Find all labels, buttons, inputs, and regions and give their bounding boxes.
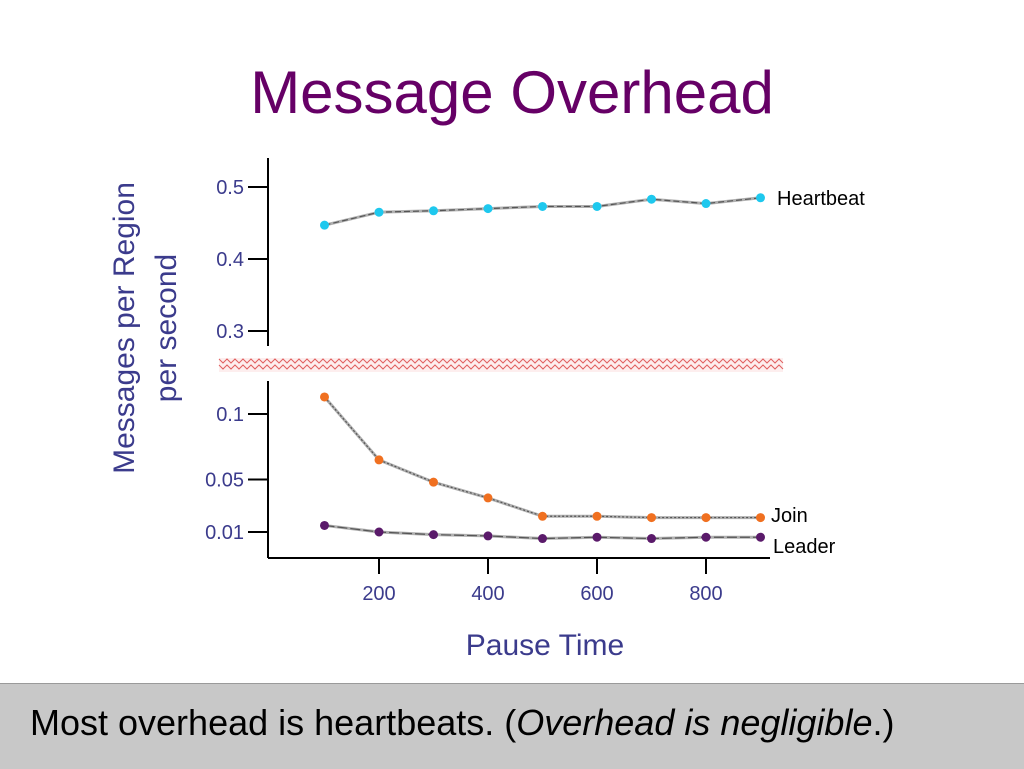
series-line-leader xyxy=(324,524,761,540)
chart-svg: Messages per Region per second 0.3 0.4 0.5 0.… xyxy=(108,158,865,662)
x-axis-label: Pause Time xyxy=(466,629,624,662)
series-line-join xyxy=(324,396,761,519)
data-point-heartbeat xyxy=(756,193,765,203)
data-point-leader xyxy=(538,534,547,544)
data-point-leader xyxy=(374,527,384,537)
caption-text-after: .) xyxy=(872,702,895,743)
data-point-leader xyxy=(647,534,656,544)
caption-text-before: Most overhead is heartbeats. ( xyxy=(30,702,517,743)
data-point-join xyxy=(592,511,602,521)
data-point-leader xyxy=(320,520,329,530)
x-tick-label: 200 xyxy=(362,583,395,605)
series-label-leader: Leader xyxy=(773,536,836,558)
y-tick-label-lower: 0.05 xyxy=(205,470,244,492)
data-point-heartbeat xyxy=(374,207,384,217)
series-label-join: Join xyxy=(771,505,808,527)
caption-text: Most overhead is heartbeats. (Overhead i… xyxy=(30,702,894,744)
data-point-heartbeat xyxy=(483,204,493,214)
data-point-heartbeat xyxy=(701,199,711,209)
y-tick-label-upper: 0.4 xyxy=(216,249,244,271)
data-point-join xyxy=(483,493,493,503)
data-point-join xyxy=(756,513,765,523)
data-point-join xyxy=(538,511,547,521)
data-point-leader xyxy=(429,530,438,540)
data-point-join xyxy=(374,455,384,465)
y-axis-label-line-2: per second xyxy=(150,254,183,402)
line-chart: Messages per Region per second 0.3 0.4 0.5 0.… xyxy=(108,158,865,662)
x-tick-label: 400 xyxy=(471,583,504,605)
y-tick-label-upper: 0.5 xyxy=(216,177,244,199)
y-tick-label-lower: 0.1 xyxy=(216,404,244,426)
data-point-join xyxy=(701,513,711,523)
data-point-join xyxy=(647,513,656,523)
caption-bar: Most overhead is heartbeats. (Overhead i… xyxy=(0,683,1024,769)
data-point-leader xyxy=(701,532,711,542)
series-label-heartbeat: Heartbeat xyxy=(777,188,865,210)
x-tick-label: 800 xyxy=(689,583,722,605)
data-point-join xyxy=(320,392,329,402)
series-line-shadow-join xyxy=(323,395,761,520)
data-point-heartbeat xyxy=(592,201,602,211)
data-point-heartbeat xyxy=(538,201,547,211)
x-tick-label: 600 xyxy=(580,583,613,605)
data-point-heartbeat xyxy=(429,206,438,216)
axis-break-zigzag-top xyxy=(218,358,784,364)
data-point-leader xyxy=(483,531,493,541)
y-axis-label-line-1: Messages per Region xyxy=(108,182,141,474)
axis-break-zigzag-bottom xyxy=(218,364,784,370)
y-tick-label-lower: 0.01 xyxy=(205,522,244,544)
y-tick-label-upper: 0.3 xyxy=(216,321,244,343)
data-point-join xyxy=(429,477,438,487)
caption-text-italic: Overhead is negligible xyxy=(516,702,873,743)
data-point-leader xyxy=(592,532,602,542)
page-title: Message Overhead xyxy=(250,59,774,126)
data-point-heartbeat xyxy=(647,194,656,204)
data-point-leader xyxy=(756,532,765,542)
data-point-heartbeat xyxy=(320,220,329,230)
